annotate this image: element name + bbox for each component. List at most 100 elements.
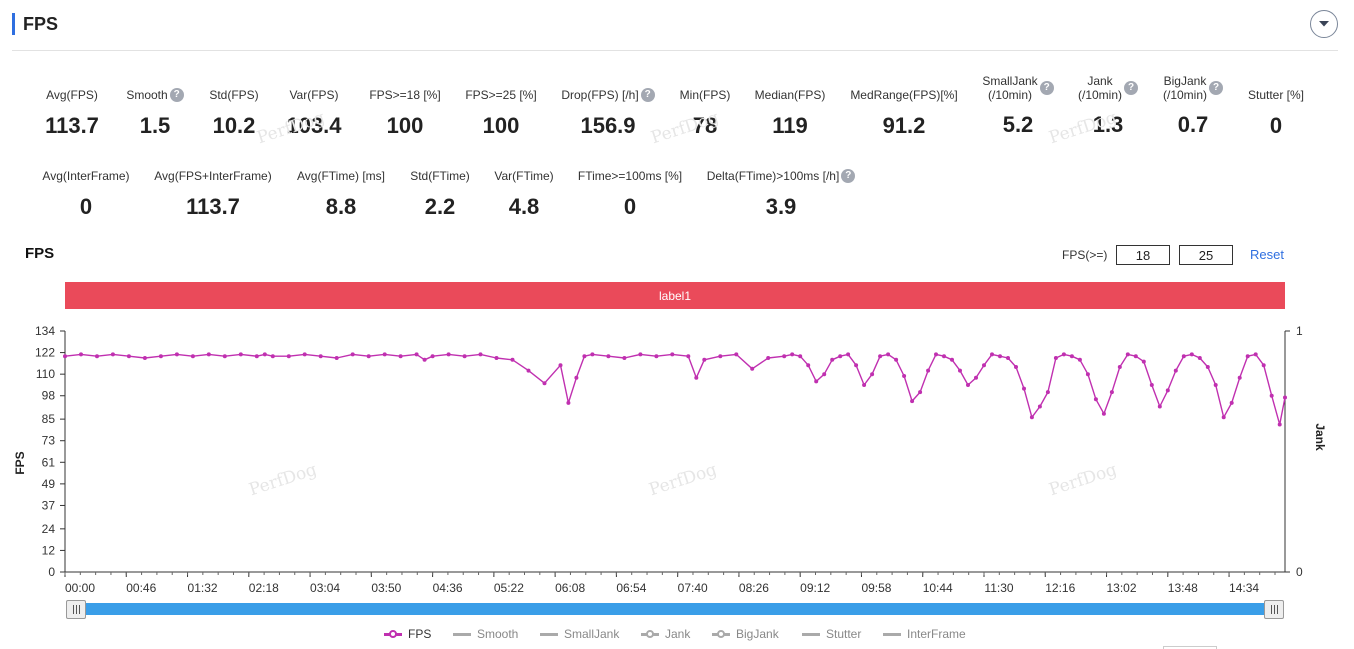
x-tick-label: 02:18 [249,581,279,595]
x-tick-label: 09:58 [861,581,891,595]
metric-label: FPS>=18 [%] [369,88,440,102]
legend-item-smooth[interactable]: Smooth [453,627,518,641]
metric-label: Avg(FPS) [46,88,98,102]
fps-data-point [878,354,883,359]
metric-metrics_row2-0: Avg(InterFrame) 0 [6,167,166,220]
section-title: FPS [23,14,59,34]
fps-data-point [1006,356,1010,360]
y-tick-label: 110 [36,367,55,381]
metric-label-text: Drop(FPS) [/h] [561,88,639,102]
fps-data-point [846,352,851,357]
metric-label-text: BigJank (/10min) [1162,74,1207,102]
fps-data-point [1085,372,1090,377]
fps-threshold-2-input[interactable] [1179,245,1233,265]
metric-label: Median(FPS) [755,88,826,102]
x-tick-label: 04:36 [433,581,463,595]
fps-threshold-1-input[interactable] [1116,245,1170,265]
help-icon[interactable]: ? [1209,81,1223,95]
x-tick-label: 10:44 [923,581,953,595]
y-tick-label: 12 [42,543,56,557]
fps-data-point [286,354,291,359]
metric-value: 2.2 [424,194,456,219]
fps-data-point [254,354,259,359]
fps-data-point [542,381,547,386]
metric-metrics_row1-1: Smooth? 1.5 [75,86,235,139]
section-header: FPS [12,8,1338,51]
legend-item-jank[interactable]: Jank [641,627,690,641]
metric-value: 156.9 [580,113,636,138]
metric-value: 0 [1269,113,1283,138]
metric-label: Jank (/10min)? [1078,74,1138,102]
fps-data-point [1261,363,1266,368]
fps-data-point [462,354,467,359]
range-slider-left-handle[interactable] [66,600,86,619]
legend-item-bigjank[interactable]: BigJank [712,627,779,641]
y-tick-label: 85 [42,412,56,426]
help-icon[interactable]: ? [640,88,655,102]
range-slider-track[interactable] [66,603,1284,615]
fps-data-point [1069,354,1074,359]
fps-data-point [414,352,419,357]
fps-data-point [1245,354,1250,359]
legend-item-smalljank[interactable]: SmallJank [540,627,619,641]
reset-link[interactable]: Reset [1250,247,1284,262]
fps-data-point [798,354,803,359]
x-tick-label: 13:02 [1107,581,1137,595]
metric-label: Std(FPS) [209,88,258,102]
label-band[interactable]: label1 [65,282,1285,309]
x-tick-label: 00:46 [126,581,156,595]
fps-data-point [1157,404,1162,409]
metric-label: Std(FTime) [410,169,470,183]
help-icon[interactable]: ? [1039,81,1054,95]
fps-data-point [822,372,827,377]
legend-swatch-icon [802,629,820,639]
fps-data-point [830,357,835,362]
fps-data-point [782,354,787,359]
legend-item-interframe[interactable]: InterFrame [883,627,966,641]
legend-item-fps[interactable]: FPS [384,627,431,641]
fps-data-point [398,354,403,359]
metric-label: FTime>=100ms [%] [578,169,682,183]
metric-metrics_row1-3: Var(FPS) 103.4 [234,86,394,139]
fps-data-point [430,354,435,359]
fps-data-point [63,354,67,359]
metric-value: 0.7 [1177,112,1209,137]
metric-metrics_row2-4: Var(FTime) 4.8 [444,167,604,220]
metric-value: 91.2 [882,113,926,138]
fps-data-point [422,357,427,362]
help-icon[interactable]: ? [169,88,184,102]
range-slider-right-handle[interactable] [1264,600,1284,619]
metric-label-text: Avg(FPS) [46,88,98,102]
help-icon[interactable]: ? [1124,81,1138,95]
fps-data-point [918,390,923,395]
metric-value: 3.9 [765,194,797,219]
fps-data-point [606,354,611,359]
fps-data-point [1133,354,1138,359]
metric-metrics_row1-9: MedRange(FPS)[%] 91.2 [824,86,984,139]
fps-data-point [694,375,699,380]
legend-swatch-icon [384,629,402,639]
fps-data-point [1205,365,1210,369]
legend-label: BigJank [736,627,779,641]
legend-label: InterFrame [907,627,966,641]
metric-value: 113.7 [186,194,240,219]
fps-data-point [1269,393,1274,398]
fps-data-point [350,352,355,357]
metric-label: Stutter [%] [1248,88,1304,102]
fps-data-point [478,352,483,357]
metric-label-text: Avg(FTime) [ms] [296,169,385,183]
fps-data-point [1045,390,1050,395]
x-tick-label: 01:32 [188,581,218,595]
x-tick-label: 03:50 [371,581,401,595]
metric-metrics_row1-10: SmallJank (/10min)? 5.2 [938,72,1098,138]
legend-item-stutter[interactable]: Stutter [802,627,861,641]
metric-label: Avg(FTime) [ms] [297,169,385,183]
y-tick-label: 24 [42,522,56,536]
collapse-button[interactable] [1310,10,1338,38]
y-right-tick-label: 1 [1296,324,1303,338]
fps-data-point [902,374,907,378]
legend-label: FPS [408,627,432,641]
help-icon[interactable]: ? [841,169,856,183]
metric-value: 78 [692,113,718,138]
